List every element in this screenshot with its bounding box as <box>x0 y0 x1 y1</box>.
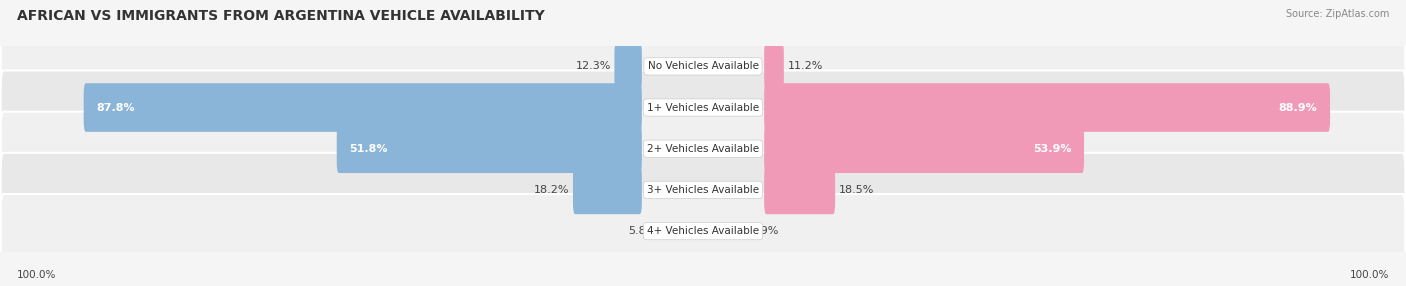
Text: 100.0%: 100.0% <box>17 270 56 280</box>
FancyBboxPatch shape <box>574 166 641 214</box>
Text: 53.9%: 53.9% <box>1033 144 1071 154</box>
Text: 11.2%: 11.2% <box>787 61 823 71</box>
FancyBboxPatch shape <box>0 29 1406 104</box>
FancyBboxPatch shape <box>765 166 835 214</box>
Text: 2+ Vehicles Available: 2+ Vehicles Available <box>647 144 759 154</box>
Text: 87.8%: 87.8% <box>97 103 135 112</box>
Text: Source: ZipAtlas.com: Source: ZipAtlas.com <box>1285 9 1389 19</box>
Text: No Vehicles Available: No Vehicles Available <box>648 61 758 71</box>
Text: 51.8%: 51.8% <box>350 144 388 154</box>
FancyBboxPatch shape <box>337 124 643 173</box>
FancyBboxPatch shape <box>0 70 1406 145</box>
Text: 12.3%: 12.3% <box>575 61 610 71</box>
Text: 5.9%: 5.9% <box>751 226 779 236</box>
FancyBboxPatch shape <box>0 153 1406 227</box>
Text: 100.0%: 100.0% <box>1350 270 1389 280</box>
Text: AFRICAN VS IMMIGRANTS FROM ARGENTINA VEHICLE AVAILABILITY: AFRICAN VS IMMIGRANTS FROM ARGENTINA VEH… <box>17 9 544 23</box>
FancyBboxPatch shape <box>0 194 1406 268</box>
FancyBboxPatch shape <box>84 83 641 132</box>
FancyBboxPatch shape <box>765 124 1084 173</box>
Text: 18.5%: 18.5% <box>838 185 875 195</box>
FancyBboxPatch shape <box>0 112 1406 186</box>
Text: 1+ Vehicles Available: 1+ Vehicles Available <box>647 103 759 112</box>
FancyBboxPatch shape <box>614 42 641 91</box>
FancyBboxPatch shape <box>765 42 785 91</box>
Text: 88.9%: 88.9% <box>1278 103 1317 112</box>
FancyBboxPatch shape <box>765 83 1330 132</box>
Text: 3+ Vehicles Available: 3+ Vehicles Available <box>647 185 759 195</box>
Text: 18.2%: 18.2% <box>534 185 569 195</box>
Text: 5.8%: 5.8% <box>628 226 657 236</box>
Text: 4+ Vehicles Available: 4+ Vehicles Available <box>647 226 759 236</box>
